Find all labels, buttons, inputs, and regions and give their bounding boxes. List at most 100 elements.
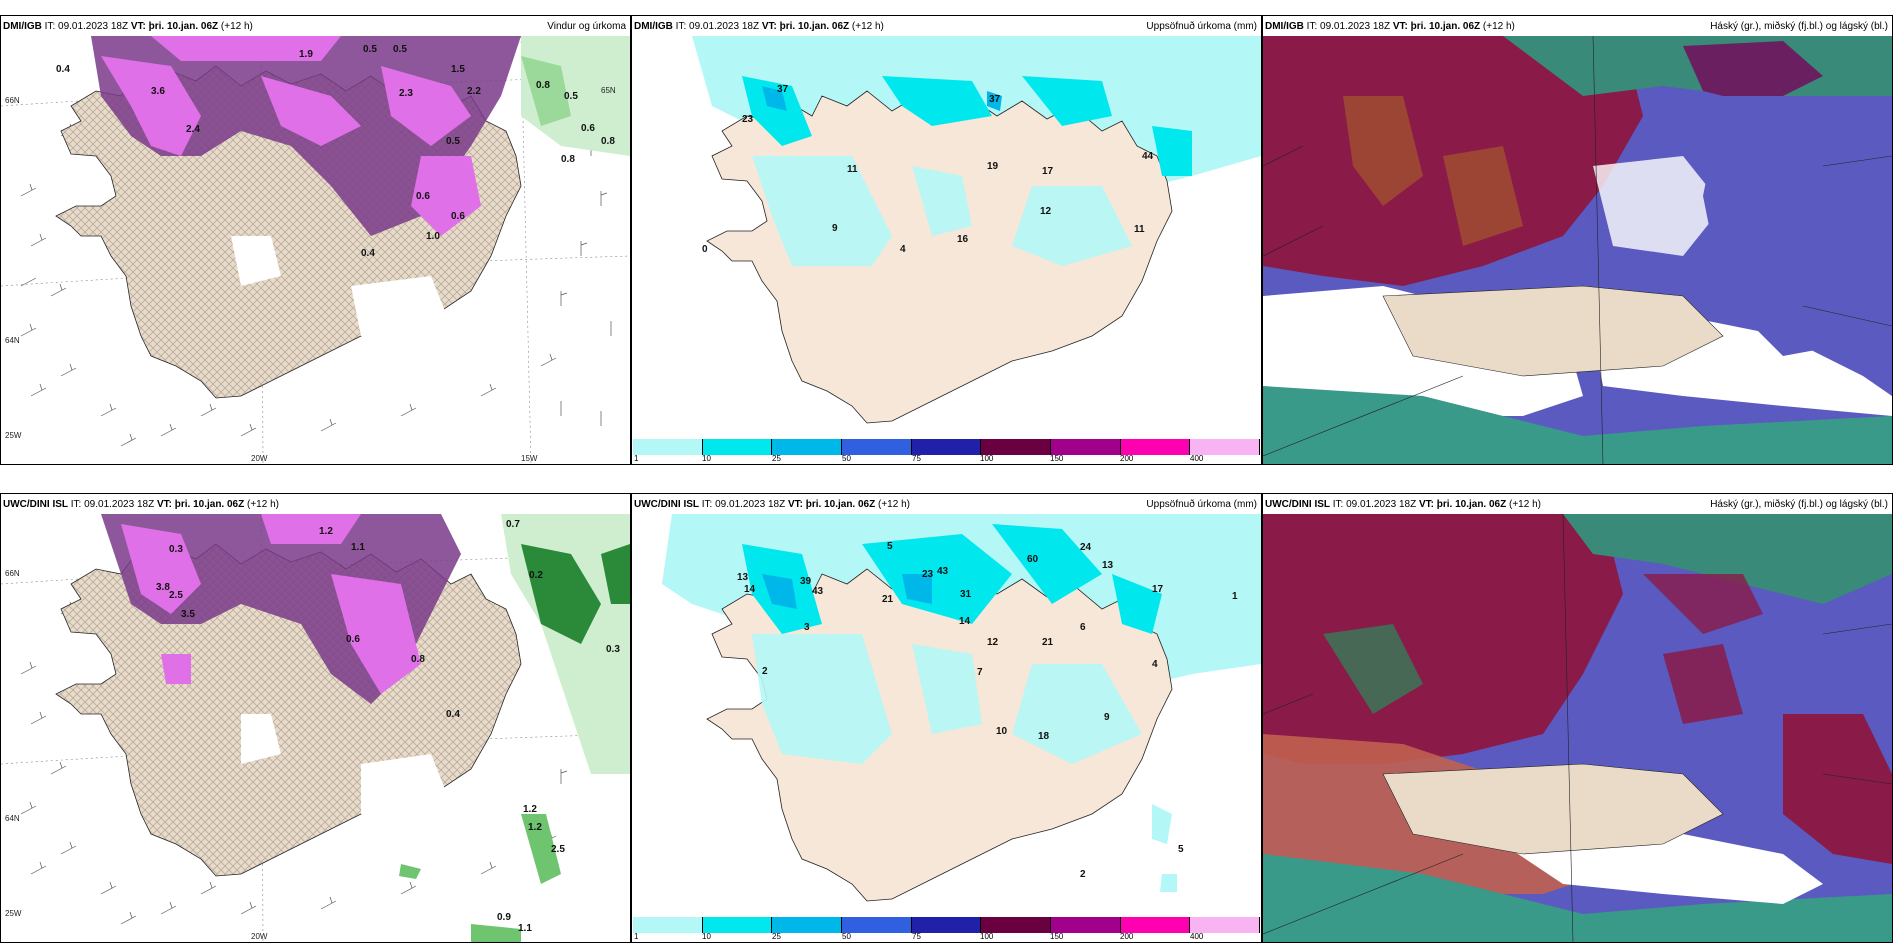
init-time: IT: 09.01.2023 18Z — [1332, 499, 1417, 510]
precip-value: 6 — [1080, 622, 1086, 633]
legend-swatch — [911, 917, 982, 933]
accum-precip-map — [632, 514, 1261, 942]
legend-tick: 100 — [980, 932, 994, 941]
precip-value: 0.6 — [451, 211, 465, 222]
wind-precip-map — [1, 36, 630, 464]
legend-tick: 25 — [772, 932, 781, 941]
precip-value: 0.6 — [581, 123, 595, 134]
precip-value: 23 — [742, 114, 754, 125]
valid-time: VT: þri. 10.jan. 06Z — [156, 499, 245, 510]
valid-time: VT: þri. 10.jan. 06Z — [130, 21, 219, 32]
precip-legend: 1 10 25 50 75 100 150 200 400 — [633, 917, 1261, 941]
precip-value: 1.2 — [523, 804, 537, 815]
precip-value: 4 — [900, 244, 906, 255]
precip-value: 2 — [1080, 869, 1086, 880]
lead-time: (+12 h) — [220, 21, 253, 32]
precip-value: 0.4 — [361, 248, 375, 259]
valid-time: VT: þri. 10.jan. 06Z — [761, 21, 850, 32]
valid-time: VT: þri. 10.jan. 06Z — [1392, 21, 1481, 32]
precip-value: 60 — [1027, 554, 1039, 565]
panel-header: UWC/DINI ISL IT: 09.01.2023 18Z VT: þri.… — [1265, 498, 1888, 512]
precip-value: 21 — [1042, 637, 1054, 648]
precip-value: 0.8 — [536, 80, 550, 91]
precip-value: 0.8 — [411, 654, 425, 665]
legend-swatch — [633, 439, 703, 455]
legend-tick: 1 — [634, 932, 639, 941]
precip-value: 12 — [1040, 206, 1052, 217]
lat-label: 66N — [5, 569, 20, 578]
lead-time: (+12 h) — [247, 499, 279, 510]
legend-swatch — [702, 439, 773, 455]
precip-value: 43 — [937, 566, 949, 577]
precip-value: 13 — [1102, 560, 1114, 571]
source-label: DMI/IGB — [3, 21, 42, 32]
precip-value: 1.0 — [426, 231, 440, 242]
legend-swatch — [1051, 439, 1121, 455]
lat-label: 64N — [5, 814, 20, 823]
init-time: IT: 09.01.2023 18Z — [675, 21, 760, 32]
lon-label: 25W — [5, 431, 22, 440]
precip-value: 0.6 — [346, 634, 360, 645]
precip-value: 17 — [1152, 584, 1164, 595]
precip-value: 0.5 — [564, 91, 578, 102]
source-label: UWC/DINI ISL — [3, 499, 68, 510]
legend-tick: 10 — [702, 454, 711, 463]
precip-value: 0.5 — [393, 44, 407, 55]
panel-title: Vindur og úrkoma — [547, 21, 626, 32]
legend-tick: 10 — [702, 932, 711, 941]
precip-value: 2.4 — [186, 124, 200, 135]
init-time: IT: 09.01.2023 18Z — [44, 21, 129, 32]
precip-value: 13 — [737, 572, 749, 583]
precip-value: 0.4 — [56, 64, 70, 75]
precip-value: 1.2 — [528, 822, 542, 833]
legend-tick: 50 — [842, 454, 851, 463]
precip-value: 0.5 — [446, 136, 460, 147]
precip-value: 17 — [1042, 166, 1054, 177]
precip-value: 21 — [882, 594, 894, 605]
precip-value: 11 — [1134, 224, 1145, 235]
legend-tick: 200 — [1120, 454, 1134, 463]
precip-value: 0.4 — [446, 709, 460, 720]
precip-value: 0.3 — [169, 544, 183, 555]
precip-value: 2 — [762, 666, 768, 677]
valid-time: VT: þri. 10.jan. 06Z — [1418, 499, 1507, 510]
cloud-map — [1263, 514, 1892, 942]
legend-tick: 150 — [1050, 454, 1064, 463]
precip-value: 10 — [996, 726, 1008, 737]
lat-label: 64N — [5, 336, 20, 345]
lat-label: 66N — [5, 96, 20, 105]
precip-value: 3 — [804, 622, 810, 633]
precip-value: 0.3 — [606, 644, 620, 655]
precip-legend: 1 10 25 50 75 100 150 200 400 — [633, 439, 1261, 463]
lon-label: 25W — [5, 909, 22, 918]
panel-title: Háský (gr.), miðský (fj.bl.) og lágský (… — [1710, 499, 1888, 510]
legend-swatch — [1190, 439, 1261, 455]
precip-value: 1.9 — [299, 49, 313, 60]
legend-swatch — [911, 439, 982, 455]
precip-value: 9 — [1104, 712, 1110, 723]
panel-clouds-uwc: UWC/DINI ISL IT: 09.01.2023 18Z VT: þri.… — [1262, 493, 1893, 943]
precip-value: 39 — [800, 576, 812, 587]
legend-tick: 200 — [1120, 932, 1134, 941]
legend-swatch — [1051, 917, 1121, 933]
legend-tick: 75 — [912, 932, 921, 941]
precip-value: 1.1 — [518, 923, 532, 934]
panel-wind-precip-dmi: DMI/IGB IT: 09.01.2023 18Z VT: þri. 10.j… — [0, 15, 631, 465]
precip-value: 1.2 — [319, 526, 333, 537]
precip-value: 1 — [1232, 591, 1238, 602]
panel-title: Uppsöfnuð úrkoma (mm) — [1146, 21, 1257, 32]
legend-swatch — [1190, 917, 1261, 933]
source-label: DMI/IGB — [634, 21, 673, 32]
precip-value: 18 — [1038, 731, 1050, 742]
precip-value: 0.9 — [497, 912, 511, 923]
precip-value: 0.2 — [529, 570, 543, 581]
precip-value: 1.1 — [351, 542, 365, 553]
precip-value: 2.5 — [551, 844, 565, 855]
legend-tick: 400 — [1190, 454, 1204, 463]
precip-value: 0.8 — [601, 136, 615, 147]
panel-header: DMI/IGB IT: 09.01.2023 18Z VT: þri. 10.j… — [634, 20, 1257, 34]
precip-value: 43 — [812, 586, 824, 597]
wind-precip-map — [1, 514, 630, 942]
precip-value: 4 — [1152, 659, 1158, 670]
precip-value: 9 — [832, 223, 838, 234]
